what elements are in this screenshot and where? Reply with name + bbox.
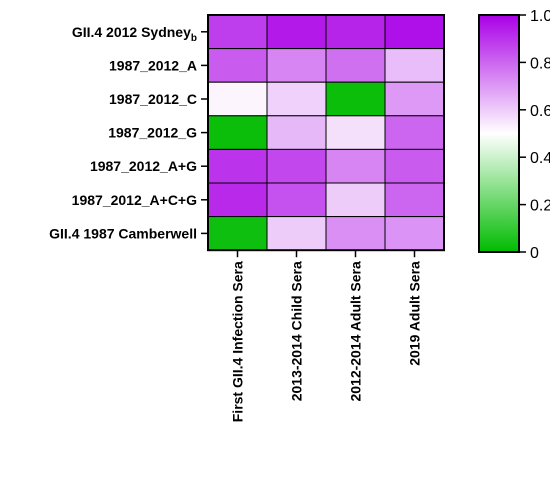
heatmap-cell <box>207 148 268 184</box>
heatmap-cell <box>384 216 445 251</box>
heatmap-cell <box>207 115 268 150</box>
heatmap-cell <box>207 14 268 50</box>
column-label: 2019 Adult Sera <box>407 261 423 366</box>
heatmap-cell <box>384 148 445 184</box>
colorbar-tick-label: 0.8 <box>530 55 550 72</box>
heatmap-cell <box>266 182 327 218</box>
heatmap-cell <box>325 14 386 50</box>
heatmap-cell <box>266 14 327 50</box>
row-label: GII.4 2012 Sydneyb <box>72 24 197 44</box>
row-label-subscript: b <box>191 33 197 44</box>
heatmap-cell <box>266 48 327 83</box>
heatmap-cell <box>207 182 268 218</box>
column-labels: First GII.4 Infection Sera 2013-2014 Chil… <box>230 250 423 422</box>
colorbar-tick-label: 0.2 <box>530 198 550 215</box>
row-label: GII.4 1987 Camberwell <box>49 225 197 241</box>
column-label: First GII.4 Infection Sera <box>230 261 246 422</box>
heatmap-cell <box>207 81 268 117</box>
heatmap-cells <box>207 14 445 252</box>
heatmap-cell <box>384 48 445 83</box>
heatmap-cell <box>266 115 327 150</box>
heatmap-cell <box>325 48 386 83</box>
colorbar: 0 0.2 0.4 0.6 0.8 1.0 <box>478 8 550 262</box>
row-label-text: GII.4 2012 Sydney <box>72 24 191 40</box>
row-labels: GII.4 2012 Sydneyb 1987_2012_A 1987_2012_C… <box>49 24 208 241</box>
colorbar-tick-label: 0.6 <box>530 103 550 120</box>
row-label-text: 1987_2012_A <box>109 57 197 73</box>
colorbar-tick-label: 0.4 <box>530 150 550 167</box>
heatmap-cell <box>384 14 445 50</box>
heatmap-cell <box>266 148 327 184</box>
row-label-text: 1987_2012_C <box>109 91 197 107</box>
heatmap-cell <box>384 81 445 117</box>
row-label: 1987_2012_A <box>109 57 197 73</box>
row-label: 1987_2012_A+G <box>90 158 197 174</box>
heatmap-cell <box>266 216 327 251</box>
heatmap-cell <box>325 216 386 251</box>
column-label: 2012-2014 Adult Sera <box>348 261 364 402</box>
row-label-text: 1987_2012_G <box>108 125 197 141</box>
heatmap-cell <box>384 115 445 150</box>
colorbar-tick-label: 1.0 <box>530 8 550 25</box>
heatmap-cell <box>325 115 386 150</box>
heatmap-cell <box>207 48 268 83</box>
row-label: 1987_2012_G <box>108 125 197 141</box>
heatmap-cell <box>266 81 327 117</box>
row-label-text: GII.4 1987 Camberwell <box>49 225 197 241</box>
heatmap-cell <box>325 148 386 184</box>
colorbar-gradient <box>478 14 520 253</box>
heatmap-cell <box>325 81 386 117</box>
colorbar-ticks: 0 0.2 0.4 0.6 0.8 1.0 <box>519 8 550 262</box>
row-label-text: 1987_2012_A+C+G <box>72 192 197 208</box>
row-label: 1987_2012_A+C+G <box>72 192 197 208</box>
heatmap-cell <box>207 216 268 251</box>
heatmap-cell <box>325 182 386 218</box>
row-label: 1987_2012_C <box>109 91 197 107</box>
colorbar-tick-label: 0 <box>530 245 539 262</box>
column-label: 2013-2014 Child Sera <box>289 261 305 401</box>
heatmap-cell <box>384 182 445 218</box>
row-label-text: 1987_2012_A+G <box>90 158 197 174</box>
